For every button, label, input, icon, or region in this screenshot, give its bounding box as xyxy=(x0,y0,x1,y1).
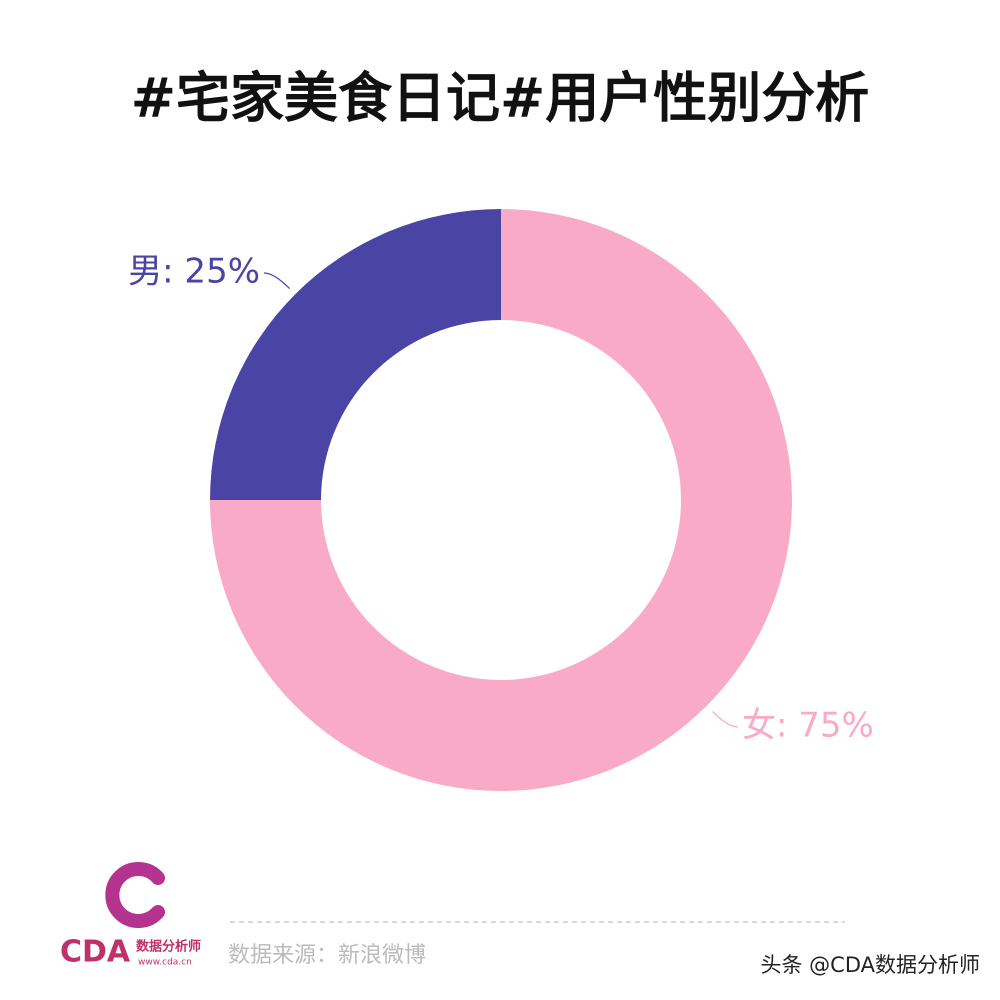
logo-name: 数据分析师 xyxy=(136,939,201,955)
logo: CDA 数据分析师 www.cda.cn xyxy=(60,862,201,970)
leader-line xyxy=(712,711,739,728)
donut-segment xyxy=(210,209,792,791)
chart-title: #宅家美食日记#用户性别分析 xyxy=(131,67,870,130)
donut-segment xyxy=(210,209,501,500)
logo-icon xyxy=(105,862,165,928)
data-label: 男: 25% xyxy=(128,252,260,292)
source: 数据来源：新浪微博 xyxy=(228,943,426,968)
logo-brand: CDA xyxy=(60,935,131,970)
watermark: 头条 @CDA数据分析师 xyxy=(760,953,980,977)
data-label: 女: 75% xyxy=(742,705,874,745)
leader-line xyxy=(263,272,290,289)
logo-url: www.cda.cn xyxy=(138,958,192,968)
